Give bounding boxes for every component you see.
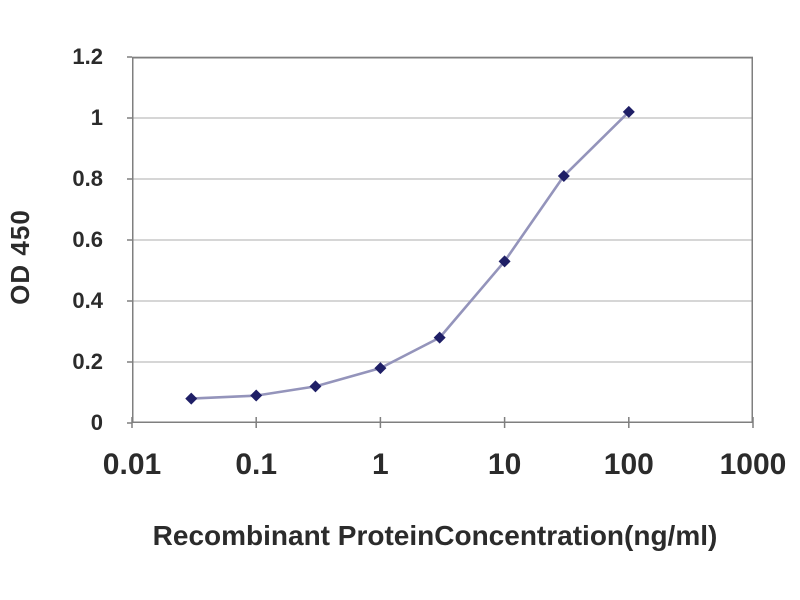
x-tick-label: 10: [487, 448, 522, 481]
data-point-marker: [557, 169, 570, 182]
y-tick-label: 0.2: [72, 349, 103, 374]
y-tick-label: 1.2: [72, 44, 103, 69]
series-line: [189, 110, 631, 400]
data-point-marker: [374, 362, 387, 375]
data-point-marker: [250, 389, 263, 402]
y-tick-label: 0.6: [72, 227, 103, 252]
plot-area: [127, 56, 754, 428]
data-point-marker: [498, 255, 511, 268]
y-tick-label: 0.8: [72, 166, 103, 191]
chart-canvas: [127, 56, 754, 428]
x-tick-label: 0.1: [235, 448, 278, 481]
y-tick-label: 0.4: [72, 288, 103, 313]
x-axis-title: Recombinant ProteinConcentration(ng/ml): [152, 520, 718, 551]
data-point-marker: [433, 331, 446, 344]
x-tick-label: 1000: [719, 448, 787, 481]
data-point-marker: [185, 392, 198, 405]
y-tick-label: 0: [90, 410, 103, 435]
y-tick-label: 1: [90, 105, 103, 130]
x-tick-label: 0.01: [102, 448, 162, 481]
data-point-marker: [309, 380, 322, 393]
plot-border: [132, 57, 753, 423]
x-tick-label: 1: [372, 448, 389, 481]
data-point-marker: [622, 105, 635, 118]
x-tick-label: 100: [603, 448, 654, 481]
